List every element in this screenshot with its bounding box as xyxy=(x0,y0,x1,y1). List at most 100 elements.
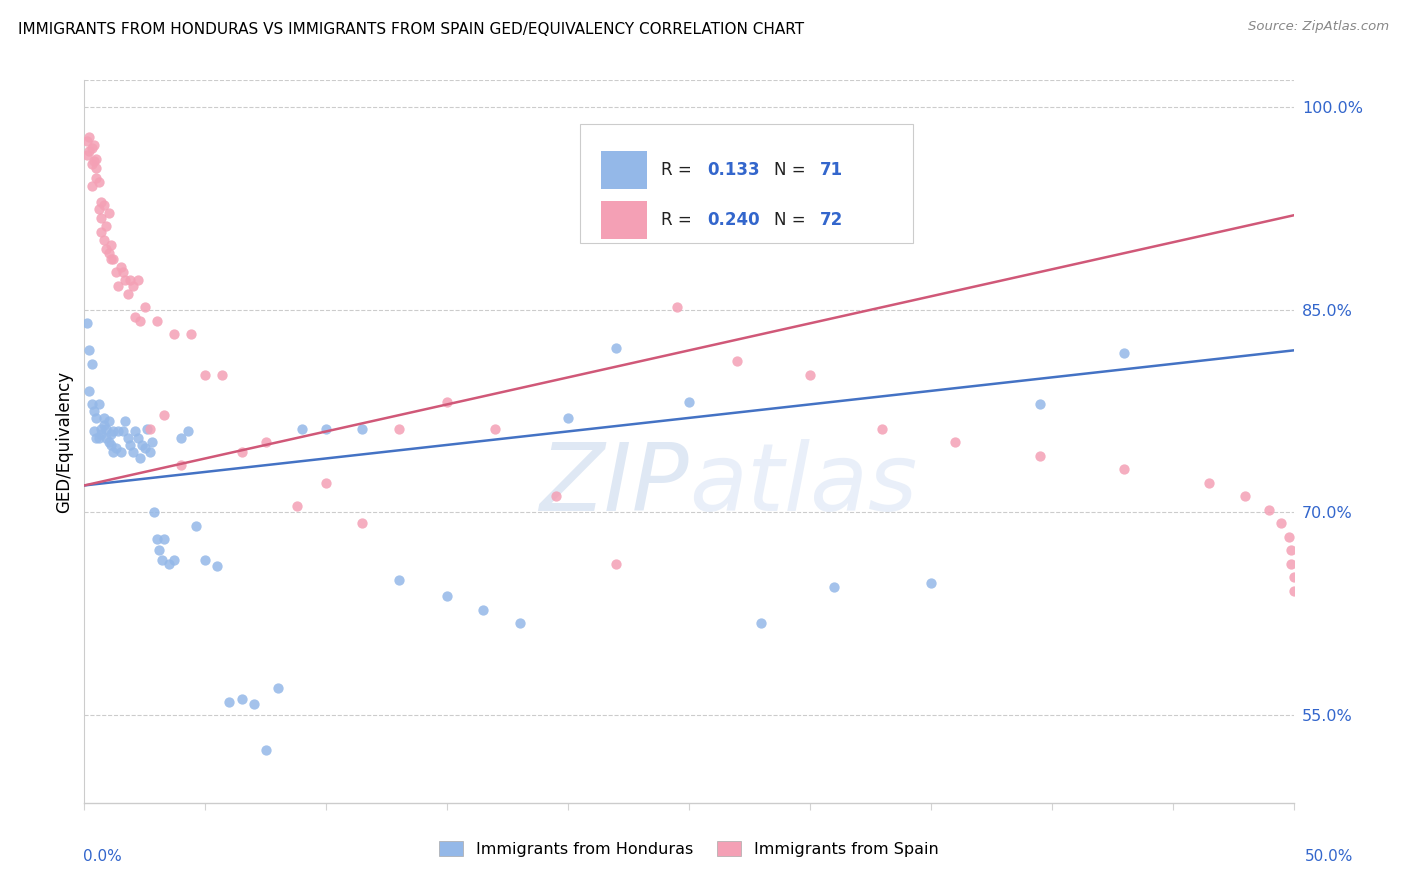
Point xyxy=(120,273,142,287)
Point xyxy=(1279,557,1302,571)
Point xyxy=(104,441,127,455)
Point xyxy=(131,438,153,452)
Point xyxy=(138,422,160,436)
Point xyxy=(170,458,193,472)
Text: N =: N = xyxy=(773,211,810,229)
Point xyxy=(93,233,115,247)
Point xyxy=(388,573,411,587)
Point xyxy=(93,411,115,425)
Text: 72: 72 xyxy=(820,211,842,229)
Point xyxy=(153,408,176,422)
Point xyxy=(291,422,314,436)
Point xyxy=(218,694,240,708)
Point xyxy=(110,260,132,274)
Point xyxy=(103,252,125,266)
Point xyxy=(184,519,207,533)
Point xyxy=(83,404,105,418)
Point xyxy=(112,425,135,439)
Point xyxy=(93,197,115,211)
Point xyxy=(254,435,277,450)
Point xyxy=(605,557,627,571)
Point xyxy=(83,154,105,169)
Point xyxy=(124,310,146,324)
Point xyxy=(134,441,156,455)
Point xyxy=(146,533,169,547)
Point xyxy=(90,211,112,225)
Point xyxy=(100,238,122,252)
Point xyxy=(211,368,233,382)
Point xyxy=(148,543,170,558)
Point xyxy=(1258,502,1281,516)
Point xyxy=(254,743,277,757)
Point xyxy=(90,427,112,442)
Point xyxy=(86,411,108,425)
Point xyxy=(920,575,942,590)
Point xyxy=(1114,346,1136,360)
Point xyxy=(114,414,136,428)
Point xyxy=(77,343,100,358)
Point xyxy=(94,422,117,436)
Point xyxy=(87,175,110,189)
Point xyxy=(80,397,103,411)
Text: R =: R = xyxy=(661,161,697,178)
Point xyxy=(87,431,110,445)
Text: IMMIGRANTS FROM HONDURAS VS IMMIGRANTS FROM SPAIN GED/EQUIVALENCY CORRELATION CH: IMMIGRANTS FROM HONDURAS VS IMMIGRANTS F… xyxy=(18,22,804,37)
Point xyxy=(153,533,176,547)
Point xyxy=(150,552,173,566)
Point xyxy=(436,589,458,603)
Point xyxy=(1270,516,1292,531)
Point xyxy=(94,242,117,256)
Point xyxy=(117,431,139,445)
Point xyxy=(872,422,894,436)
Point xyxy=(112,265,135,279)
Point xyxy=(97,246,120,260)
Point xyxy=(665,300,688,314)
Point xyxy=(388,422,411,436)
Point xyxy=(80,178,103,193)
Point xyxy=(90,194,112,209)
Text: 0.0%: 0.0% xyxy=(83,849,122,864)
FancyBboxPatch shape xyxy=(581,124,912,243)
Point xyxy=(157,557,180,571)
Point xyxy=(77,384,100,398)
Point xyxy=(943,435,966,450)
Point xyxy=(1028,397,1050,411)
Point xyxy=(114,273,136,287)
Point xyxy=(127,431,149,445)
Point xyxy=(97,205,120,219)
Point xyxy=(138,444,160,458)
Point xyxy=(725,354,748,368)
Point xyxy=(76,134,98,148)
Text: 0.133: 0.133 xyxy=(707,161,759,178)
Point xyxy=(93,417,115,432)
Point xyxy=(315,475,337,490)
Point xyxy=(80,141,103,155)
Point xyxy=(315,422,337,436)
FancyBboxPatch shape xyxy=(600,202,647,239)
Point xyxy=(107,425,129,439)
Point xyxy=(97,435,120,450)
Point xyxy=(86,431,108,445)
Point xyxy=(678,394,700,409)
Point xyxy=(103,425,125,439)
Point xyxy=(120,438,142,452)
Point xyxy=(1198,475,1220,490)
Text: 71: 71 xyxy=(820,161,842,178)
Point xyxy=(80,357,103,371)
Point xyxy=(77,130,100,145)
Point xyxy=(484,422,506,436)
Point xyxy=(1279,543,1302,558)
Legend: Immigrants from Honduras, Immigrants from Spain: Immigrants from Honduras, Immigrants fro… xyxy=(433,835,945,863)
Point xyxy=(472,602,495,616)
Point xyxy=(87,202,110,216)
Point xyxy=(100,427,122,442)
Point xyxy=(76,147,98,161)
Point xyxy=(104,265,127,279)
Y-axis label: GED/Equivalency: GED/Equivalency xyxy=(55,370,73,513)
Point xyxy=(242,697,264,711)
Text: ZIP: ZIP xyxy=(540,440,689,531)
Point xyxy=(180,327,202,342)
Point xyxy=(76,317,98,331)
Point xyxy=(134,300,156,314)
Point xyxy=(94,219,117,234)
